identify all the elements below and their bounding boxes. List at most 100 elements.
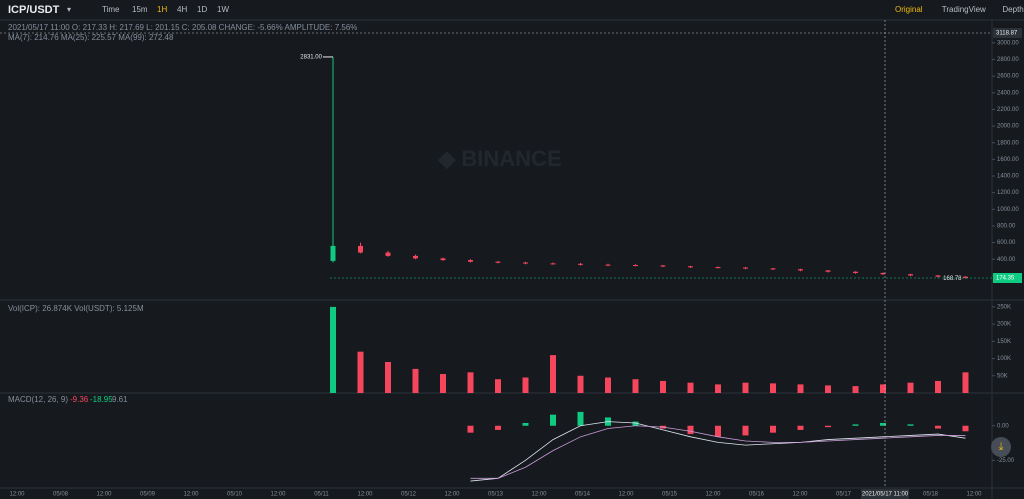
candle-body: [495, 261, 501, 263]
low-label: 168.78: [943, 276, 962, 282]
candle-body: [605, 264, 611, 266]
y-tick-label: 2800.00: [997, 57, 1019, 63]
macd-bar: [522, 422, 529, 426]
macd-bar: [495, 425, 501, 430]
macd-bar: [797, 425, 804, 430]
y-tick-label: 1200.00: [997, 190, 1019, 196]
macd-bar: [825, 425, 831, 428]
interval[interactable]: 1D: [197, 5, 207, 14]
y-tick-label: 200K: [997, 322, 1011, 328]
dif-line: [470, 421, 966, 482]
macd-bar: [550, 414, 556, 426]
candle-body: [633, 265, 638, 267]
macd-bar: [935, 425, 941, 429]
y-tick-label: 1400.00: [997, 174, 1019, 180]
candle-body: [440, 258, 446, 261]
x-tick-label: 12:00: [531, 492, 547, 498]
vol-legend: Vol(ICP): 26.874K Vol(USDT): 5.125M: [8, 304, 144, 313]
x-tick-label: 12:00: [444, 492, 460, 498]
volume-bar: [797, 384, 804, 393]
volume-bar: [440, 374, 446, 393]
macd-bar: [715, 425, 721, 437]
macd-bar: [907, 424, 914, 426]
x-tick-label: 12:00: [9, 492, 25, 498]
interval[interactable]: 1W: [217, 5, 229, 14]
ma-legend: MA(7): 214.76 MA(25): 225.57 MA(99): 272…: [8, 33, 174, 42]
x-tick-label: 05/11: [314, 492, 329, 498]
pair[interactable]: ICP/USDT: [8, 4, 60, 16]
candle-body: [853, 271, 858, 273]
y-tick-label: 2000.00: [997, 124, 1019, 130]
x-tick-label: 05/10: [227, 492, 243, 498]
y-tick-label: 1000.00: [997, 207, 1019, 213]
candle-body: [385, 252, 391, 256]
candle-body: [468, 260, 473, 262]
crosshair-tag: [993, 27, 1022, 38]
macd-bar: [467, 425, 474, 433]
y-tick-label: 150K: [997, 339, 1011, 345]
volume-bar: [357, 351, 364, 393]
macd-bar: [577, 411, 584, 426]
y-tick-label: 2400.00: [997, 90, 1019, 96]
pair-dropdown[interactable]: ▾: [67, 5, 71, 14]
x-tick-label: 12:00: [966, 492, 982, 498]
macd-bar: [770, 425, 776, 433]
volume-bar: [852, 386, 859, 393]
last-price: 174.35: [996, 276, 1015, 282]
macd-value: -9.36: [70, 395, 89, 404]
macd-bar: [687, 425, 694, 435]
candle-body: [770, 268, 776, 270]
x-tick-label: 12:00: [270, 492, 286, 498]
view-tab[interactable]: Depth: [1002, 5, 1023, 14]
volume-bar: [825, 385, 831, 393]
view-tab[interactable]: Original: [895, 5, 923, 14]
candle-body: [880, 272, 886, 275]
macd-legend: MACD(12, 26, 9): [8, 395, 68, 404]
x-tick-label: 12:00: [357, 492, 373, 498]
volume-bar: [330, 306, 336, 393]
x-tick-label: 12:00: [96, 492, 112, 498]
interval[interactable]: Time: [102, 5, 120, 14]
interval[interactable]: 15m: [132, 5, 148, 14]
x-tick-label: 05/13: [488, 492, 504, 498]
scroll-icon[interactable]: ⤓: [999, 441, 1004, 453]
crosshair-time-tag: [861, 489, 909, 499]
watermark: ◆ BINANCE: [437, 146, 561, 171]
y-tick-label: 3000.00: [997, 40, 1019, 46]
volume-bar: [770, 383, 776, 393]
x-tick-label: 12:00: [618, 492, 634, 498]
volume-bar: [495, 379, 501, 393]
candle-body: [908, 274, 913, 276]
macd-bar: [852, 424, 859, 426]
x-tick-label: 05/14: [575, 492, 591, 498]
interval[interactable]: 1H: [157, 5, 167, 14]
last-price-tag: [993, 273, 1022, 284]
macd-value: 9.61: [112, 395, 128, 404]
crosshair-time: 2021/05/17 11:00: [862, 492, 909, 498]
volume-bar: [522, 377, 529, 393]
x-tick-label: 12:00: [183, 492, 199, 498]
y-tick-label: 1800.00: [997, 140, 1019, 146]
x-tick-label: 12:00: [705, 492, 721, 498]
dea-line: [470, 425, 966, 479]
volume-bar: [467, 372, 474, 393]
x-tick-label: 05/09: [140, 492, 156, 498]
volume-bar: [632, 379, 639, 393]
scroll-button[interactable]: [991, 437, 1011, 457]
y-tick-label: 100K: [997, 356, 1011, 362]
candle-body: [743, 267, 748, 269]
candle-body: [825, 270, 831, 272]
candle-body: [798, 269, 803, 271]
candle-body: [550, 263, 556, 265]
x-tick-label: 05/12: [401, 492, 417, 498]
volume-bar: [962, 372, 969, 393]
y-tick-label: 250K: [997, 304, 1011, 310]
candle-body: [715, 267, 721, 269]
volume-bar: [385, 362, 391, 393]
x-tick-label: 12:00: [792, 492, 808, 498]
view-tab[interactable]: TradingView: [942, 5, 986, 14]
x-tick-label: 05/08: [53, 492, 69, 498]
interval[interactable]: 4H: [177, 5, 187, 14]
